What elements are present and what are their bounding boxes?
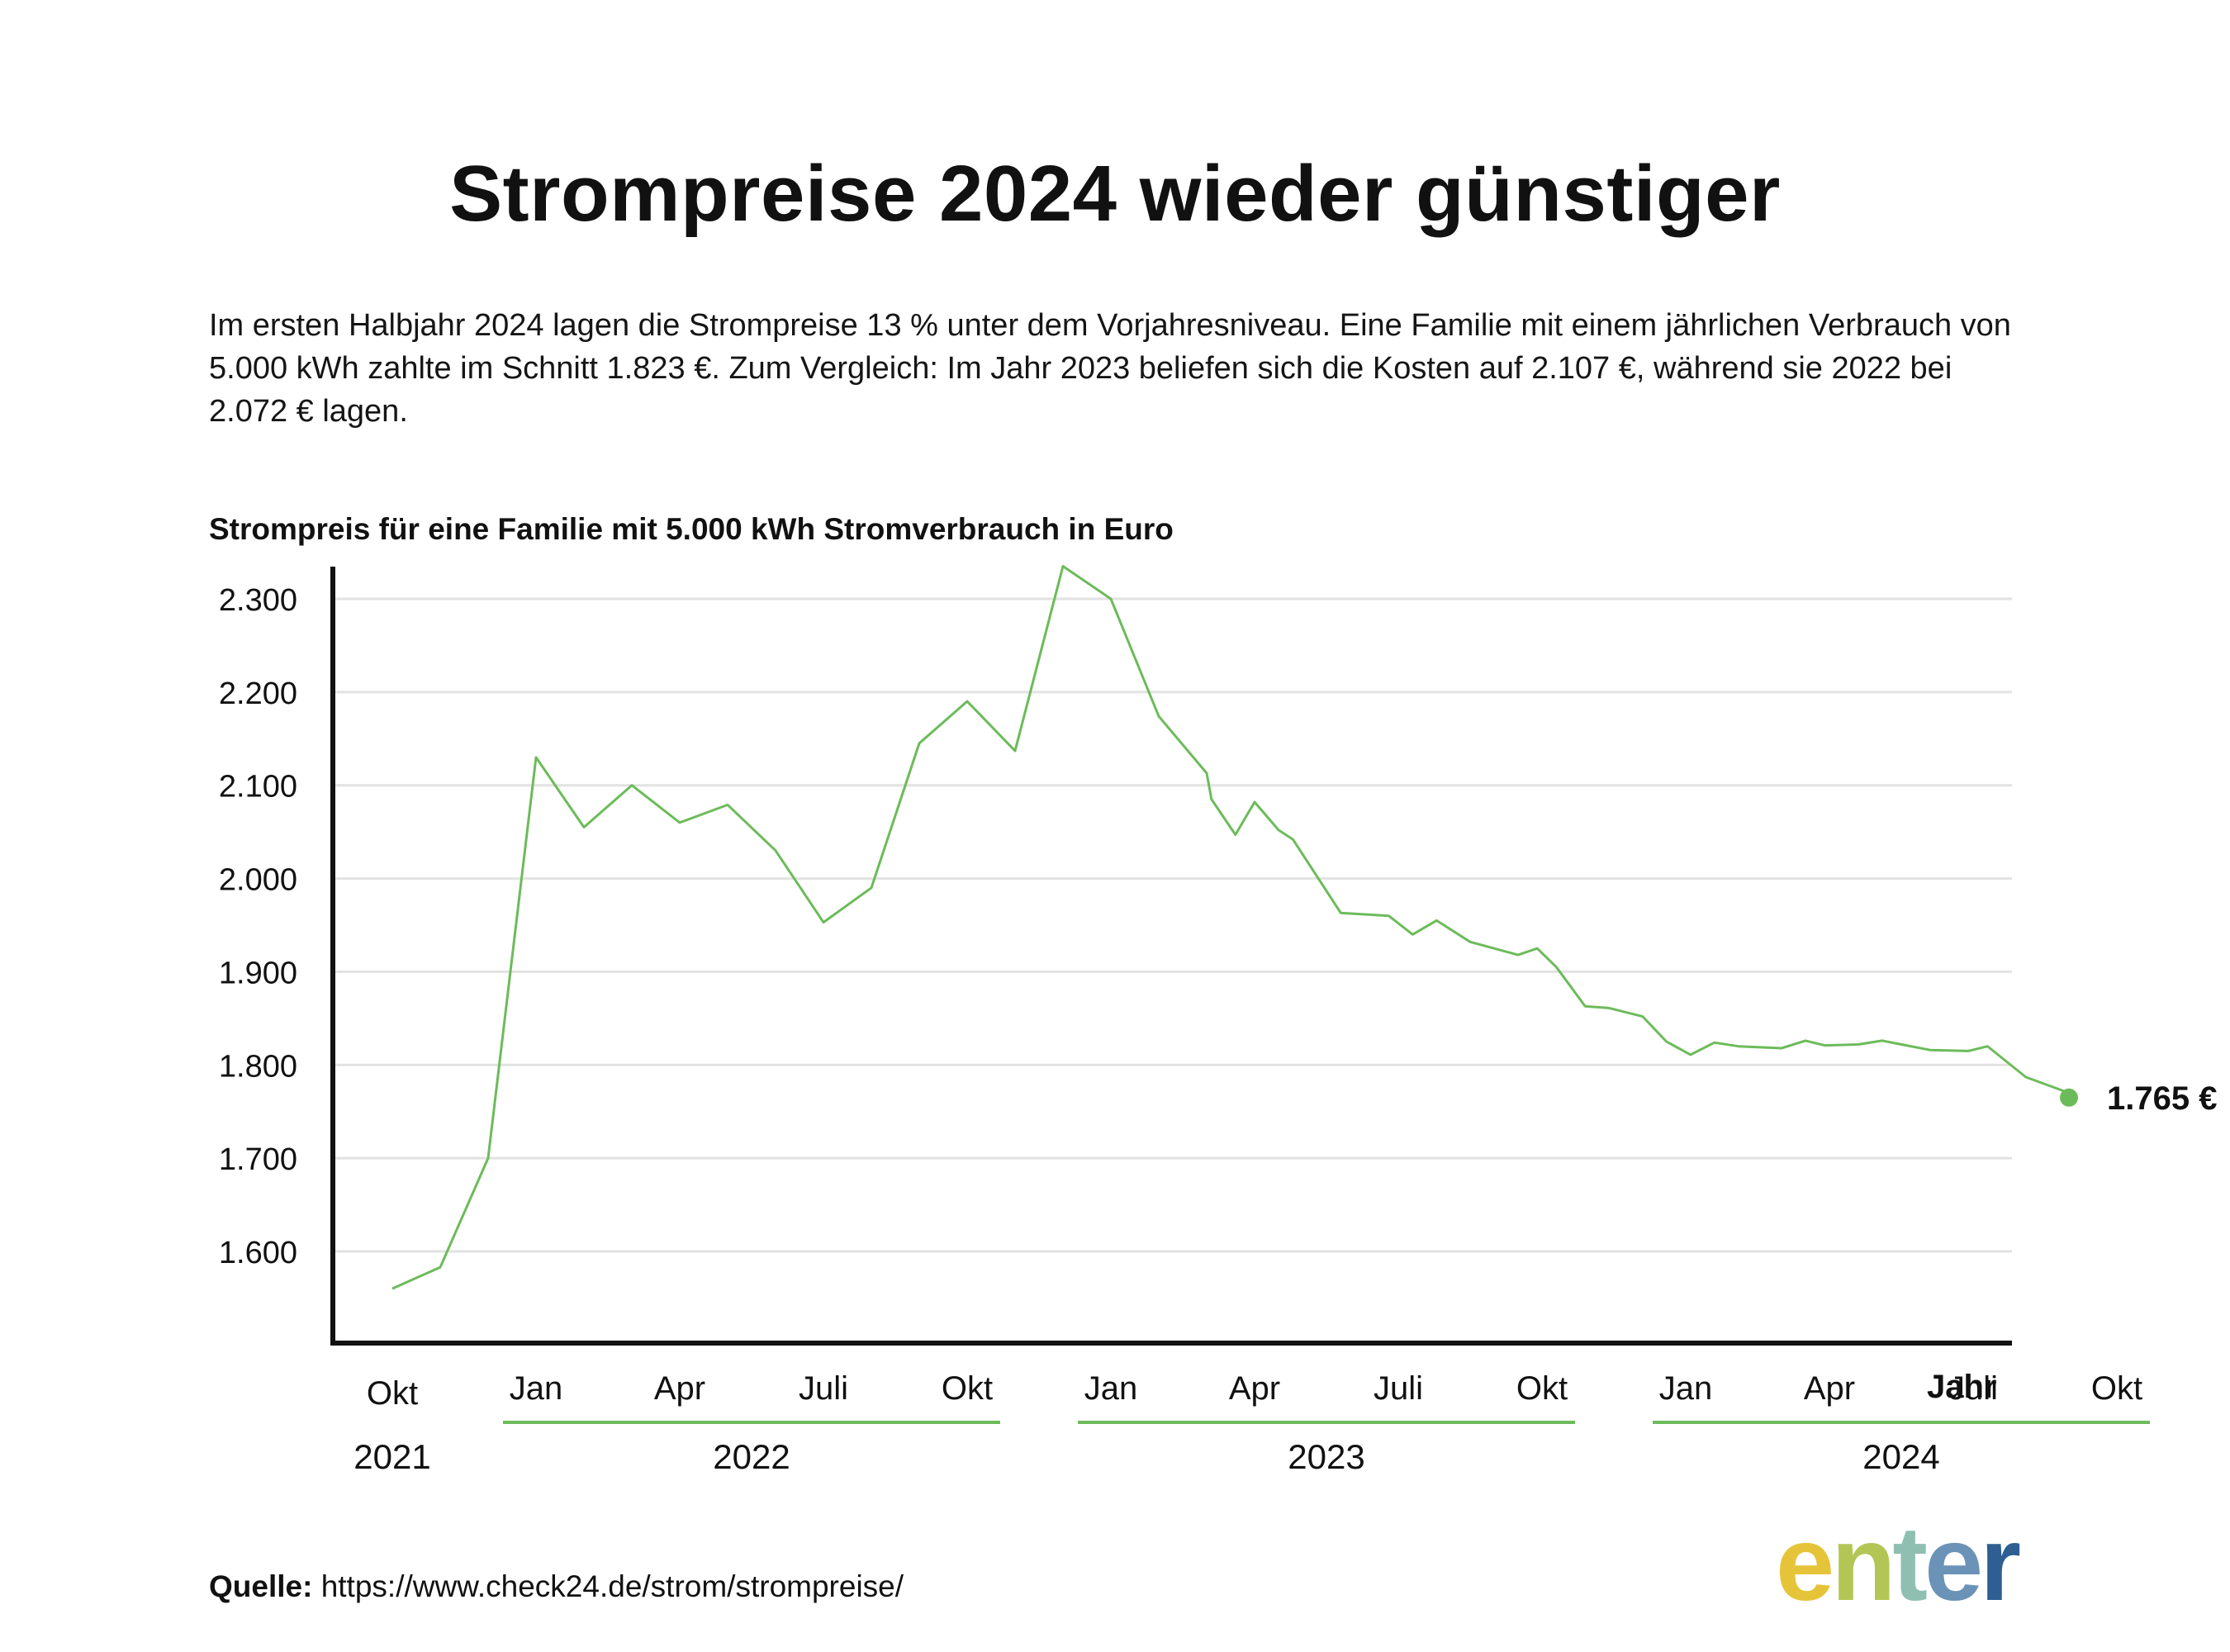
logo-letter: r [1980,1505,2021,1623]
x-tick-label: Jan [510,1370,563,1407]
x-tick-label: Juli [1948,1370,1998,1407]
series-line [391,565,2070,1290]
y-tick-label: 1.600 [219,1236,297,1270]
source-url[interactable]: https://www.check24.de/strom/strompreise… [320,1569,904,1603]
x-tick-labels: Okt Jan Apr Juli Okt Jan Apr Juli Okt Jan Apr Juli O… [367,1370,2142,1412]
x-tick-label: Apr [1804,1370,1855,1407]
year-label: 2021 [353,1437,430,1476]
x-tick-label: Okt [942,1370,993,1407]
logo-letter: e [1924,1505,1983,1623]
source-line: Quelle: https://www.check24.de/strom/str… [209,1569,904,1604]
x-axis-label: Jahr [1927,1369,1997,1405]
series-layer: 1.765 € [391,565,2217,1290]
end-point-marker [2060,1088,2078,1107]
x-tick-label: Okt [2091,1370,2142,1407]
x-tick-label: Apr [654,1370,705,1407]
year-label: 2024 [1862,1437,1939,1476]
end-value-label: 1.765 € [2107,1080,2217,1117]
y-tick-label: 2.100 [219,770,297,805]
year-label: 2023 [1288,1437,1364,1476]
logo-letter: e [1776,1505,1834,1623]
y-tick-label: 2.300 [219,583,297,618]
x-tick-label: Jan [1659,1370,1713,1407]
intro-paragraph: Im ersten Halbjahr 2024 lagen die Stromp… [209,308,2011,429]
logo-letter: t [1892,1505,1928,1623]
grid-layer [335,597,2012,1253]
x-tick-label: Apr [1229,1370,1280,1407]
axes [330,567,2012,1346]
year-label: 2022 [713,1437,790,1476]
year-groups: 2021 2022 2023 2024 [353,1421,2150,1476]
x-tick-label: Okt [367,1375,418,1412]
x-tick-label: Juli [1374,1370,1423,1407]
x-tick-label: Jan [1084,1370,1138,1407]
chart-title: Strompreis für eine Familie mit 5.000 kW… [209,512,1174,546]
y-tick-label: 1.800 [219,1049,297,1084]
y-tick-label: 2.000 [219,863,297,898]
y-tick-label: 2.200 [219,676,297,711]
source-label: Quelle: [209,1569,313,1603]
logo-letter: n [1831,1505,1896,1623]
y-tick-label: 1.900 [219,956,297,990]
enter-logo: enter [1776,1505,2021,1623]
y-tick-labels: 1.600 1.700 1.800 1.900 2.000 2.100 2.200 2.300 [219,583,297,1270]
page-title: Strompreise 2024 wieder günstiger [449,150,1781,238]
x-tick-label: Okt [1516,1370,1568,1407]
x-tick-label: Juli [799,1370,848,1407]
y-tick-label: 1.700 [219,1142,297,1177]
